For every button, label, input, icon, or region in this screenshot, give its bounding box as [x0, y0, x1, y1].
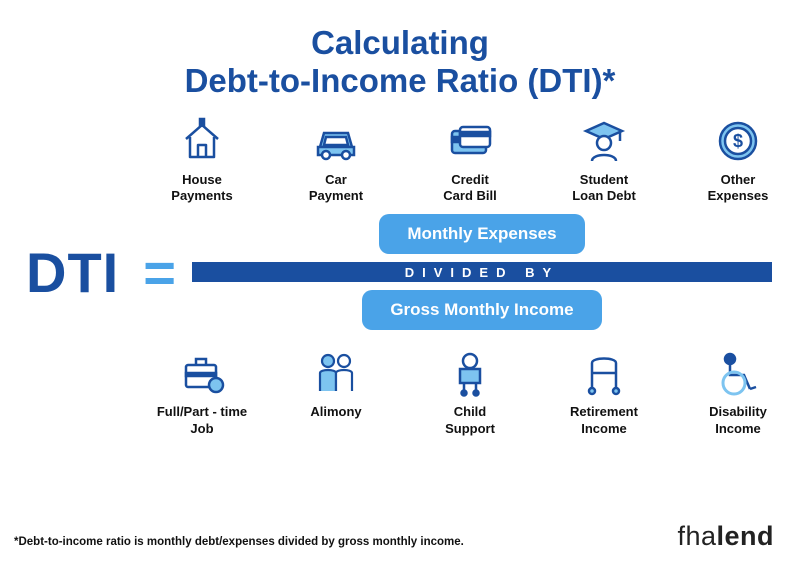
income-child: ChildSupport	[415, 346, 525, 437]
icon-label: CarPayment	[309, 172, 363, 205]
icon-label: StudentLoan Debt	[572, 172, 636, 205]
page-title: Calculating Debt-to-Income Ratio (DTI)*	[0, 0, 800, 100]
formula-fraction: Monthly Expenses DIVIDED BY Gross Monthl…	[192, 214, 800, 330]
icon-label: RetirementIncome	[570, 404, 638, 437]
income-retirement: RetirementIncome	[549, 346, 659, 437]
formula-diagram: HousePayments CarPayment CreditCard Bill…	[0, 114, 800, 437]
icon-label: DisabilityIncome	[709, 404, 767, 437]
denominator-pill: Gross Monthly Income	[362, 290, 601, 330]
child-icon	[443, 346, 497, 400]
walker-icon	[577, 346, 631, 400]
expense-credit: CreditCard Bill	[415, 114, 525, 205]
icon-label: HousePayments	[171, 172, 232, 205]
income-disability: DisabilityIncome	[683, 346, 793, 437]
briefcase-icon	[175, 346, 229, 400]
icon-label: Full/Part - timeJob	[157, 404, 247, 437]
expense-other: $ OtherExpenses	[683, 114, 793, 205]
icon-label: ChildSupport	[445, 404, 495, 437]
expense-house: HousePayments	[147, 114, 257, 205]
income-alimony: Alimony	[281, 346, 391, 437]
title-line-2: Debt-to-Income Ratio (DTI)*	[185, 62, 616, 99]
car-icon	[309, 114, 363, 168]
credit-card-icon	[443, 114, 497, 168]
icon-label: CreditCard Bill	[443, 172, 496, 205]
wheelchair-icon	[711, 346, 765, 400]
numerator-pill: Monthly Expenses	[379, 214, 584, 254]
people-icon	[309, 346, 363, 400]
coin-icon: $	[711, 114, 765, 168]
footnote-text: *Debt-to-income ratio is monthly debt/ex…	[14, 536, 464, 548]
expense-student: StudentLoan Debt	[549, 114, 659, 205]
dti-text: DTI	[0, 240, 119, 305]
house-icon	[175, 114, 229, 168]
svg-text:$: $	[733, 131, 743, 151]
expense-car: CarPayment	[281, 114, 391, 205]
brand-light: fha	[677, 521, 716, 551]
brand-bold: lend	[716, 521, 774, 551]
brand-logo: fhalend	[677, 521, 774, 552]
icon-label: OtherExpenses	[708, 172, 769, 205]
student-icon	[577, 114, 631, 168]
icon-label: Alimony	[310, 404, 361, 420]
formula-row: DTI = Monthly Expenses DIVIDED BY Gross …	[0, 214, 800, 330]
title-line-1: Calculating	[311, 24, 489, 61]
income-job: Full/Part - timeJob	[147, 346, 257, 437]
expenses-row: HousePayments CarPayment CreditCard Bill…	[0, 114, 800, 205]
divider-bar: DIVIDED BY	[192, 262, 772, 282]
equals-sign: =	[119, 240, 192, 305]
income-row: Full/Part - timeJob Alimony ChildSupport…	[0, 346, 800, 437]
